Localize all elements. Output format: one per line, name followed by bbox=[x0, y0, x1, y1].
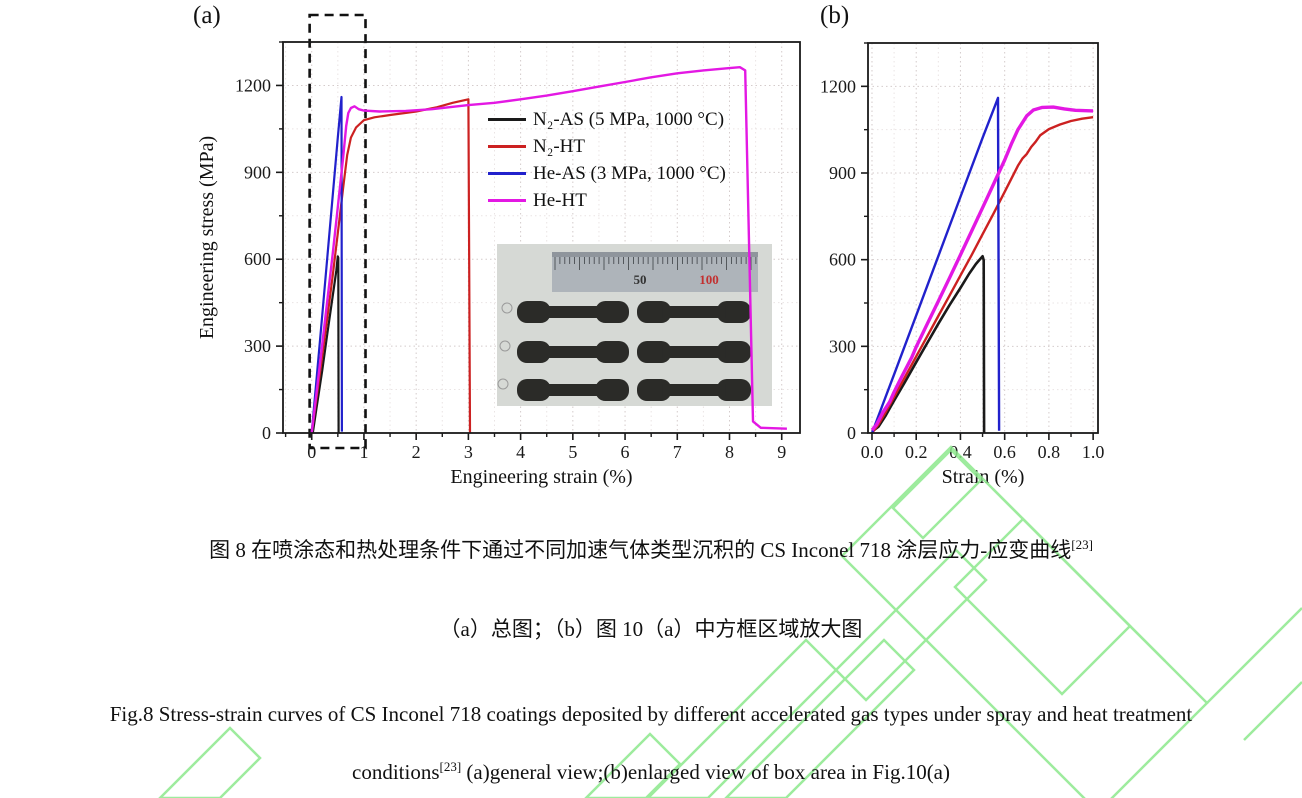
panel-label-b: (b) bbox=[820, 2, 850, 29]
legend-label: He-HT bbox=[533, 189, 587, 211]
caption-en-2-pre: conditions bbox=[352, 760, 440, 784]
x-tick-label: 0.0 bbox=[861, 442, 884, 462]
x-axis-label: Strain (%) bbox=[942, 466, 1025, 488]
chart-a: 50 100 0 1 2 3 4 5 6 7 8 9 0 300 600 900 1200 Engineering… bbox=[0, 0, 810, 512]
tensile-specimen bbox=[637, 341, 751, 363]
x-tick-label: 0 bbox=[307, 442, 316, 462]
x-tick-label: 2 bbox=[412, 442, 421, 462]
legend-label: He-AS (3 MPa, 1000 °C) bbox=[533, 162, 726, 184]
x-axis-label: Engineering strain (%) bbox=[450, 466, 632, 488]
caption-en-2-post: (a)general view;(b)enlarged view of box … bbox=[461, 760, 950, 784]
specimen-label-mark bbox=[501, 302, 513, 314]
caption-zh-2: （a）总图；（b）图 10（a）中方框区域放大图 bbox=[0, 613, 1302, 643]
legend-label: N₂-HT bbox=[533, 135, 585, 157]
caption-en-2-ref: [23] bbox=[439, 759, 462, 774]
ruler bbox=[552, 252, 758, 292]
series-he-as-3-mpa-1000-c- bbox=[870, 96, 1001, 434]
chart-b-svg: 0.0 0.2 0.4 0.6 0.8 1.0 0 300 600 900 1200 Strain (… bbox=[820, 42, 1105, 488]
x-tick-label: 4 bbox=[516, 442, 525, 462]
series-he-as-3-mpa-1000-c- bbox=[310, 95, 343, 434]
y-tick-label: 300 bbox=[244, 336, 271, 356]
y-tick-label: 900 bbox=[829, 163, 856, 183]
series-n-as-5-mpa-1000-c- bbox=[871, 254, 986, 434]
legend-row: N₂-AS (5 MPa, 1000 °C) bbox=[488, 106, 726, 133]
y-tick-label: 0 bbox=[847, 423, 856, 443]
legend-row: N₂-HT bbox=[488, 133, 726, 160]
x-tick-label: 0.8 bbox=[1038, 442, 1061, 462]
legend-label: N₂-AS (5 MPa, 1000 °C) bbox=[533, 108, 725, 130]
tensile-specimen bbox=[517, 379, 629, 401]
tensile-specimen bbox=[637, 379, 751, 401]
specimen-label-mark bbox=[499, 340, 511, 352]
tensile-specimen bbox=[517, 301, 629, 323]
caption-en-1: Fig.8 Stress-strain curves of CS Inconel… bbox=[0, 702, 1302, 727]
axes: 0 1 2 3 4 5 6 7 8 9 0 300 600 900 1200 bbox=[235, 41, 786, 462]
caption-zh-2-text: （a）总图；（b）图 10（a）中方框区域放大图 bbox=[439, 617, 863, 641]
caption-en-1-text: Fig.8 Stress-strain curves of CS Inconel… bbox=[109, 702, 1193, 726]
y-tick-label: 300 bbox=[829, 336, 856, 356]
caption-zh-1: 图 8 在喷涂态和热处理条件下通过不同加速气体类型沉积的 CS Inconel … bbox=[0, 534, 1302, 564]
specimen-photo-inset: 50 100 bbox=[497, 244, 772, 406]
x-tick-label: 3 bbox=[464, 442, 473, 462]
caption-en-2: conditions[23] (a)general view;(b)enlarg… bbox=[0, 759, 1302, 785]
y-tick-label: 1200 bbox=[235, 75, 271, 95]
y-tick-label: 1200 bbox=[820, 76, 856, 96]
y-tick-label: 900 bbox=[244, 162, 271, 182]
x-tick-label: 0.2 bbox=[905, 442, 928, 462]
y-tick-label: 600 bbox=[244, 249, 271, 269]
chart-a-svg: 50 100 0 1 2 3 4 5 6 7 8 9 0 300 600 900 1200 Engineering… bbox=[196, 13, 801, 488]
y-tick-label: 0 bbox=[262, 423, 271, 443]
tensile-specimen bbox=[637, 301, 751, 323]
chart-a-legend: N₂-AS (5 MPa, 1000 °C) N₂-HT He-AS (3 MPa,… bbox=[488, 106, 726, 214]
series-he-ht bbox=[870, 105, 1094, 432]
legend-row: He-HT bbox=[488, 187, 726, 214]
plot-frame bbox=[282, 41, 801, 434]
x-tick-label: 0.6 bbox=[993, 442, 1016, 462]
x-tick-label: 0.4 bbox=[949, 442, 972, 462]
specimen-label-mark bbox=[497, 378, 509, 390]
legend-row: He-AS (3 MPa, 1000 °C) bbox=[488, 160, 726, 187]
grid bbox=[868, 42, 1098, 433]
highlight-dashed-box bbox=[308, 13, 367, 450]
ruler-number-50: 50 bbox=[634, 272, 647, 287]
caption-zh-1-ref: [23] bbox=[1071, 537, 1093, 552]
legend-line-swatch bbox=[488, 199, 526, 202]
caption-zh-1-text: 图 8 在喷涂态和热处理条件下通过不同加速气体类型沉积的 CS Inconel … bbox=[209, 538, 1072, 562]
x-tick-label: 8 bbox=[725, 442, 734, 462]
x-tick-label: 1 bbox=[359, 442, 368, 462]
y-tick-label: 600 bbox=[829, 250, 856, 270]
chart-b: 0.0 0.2 0.4 0.6 0.8 1.0 0 300 600 900 1200 Strain (… bbox=[810, 0, 1302, 512]
ruler-number-100: 100 bbox=[699, 272, 719, 287]
series-n-ht bbox=[310, 98, 472, 434]
x-tick-label: 7 bbox=[673, 442, 682, 462]
x-tick-label: 1.0 bbox=[1082, 442, 1105, 462]
legend-line-swatch bbox=[488, 118, 526, 121]
legend-line-swatch bbox=[488, 145, 526, 148]
x-tick-label: 5 bbox=[568, 442, 577, 462]
x-tick-label: 6 bbox=[621, 442, 630, 462]
series-n-as-5-mpa-1000-c- bbox=[311, 255, 340, 434]
legend-line-swatch bbox=[488, 172, 526, 175]
y-axis-label: Engineering stress (MPa) bbox=[196, 136, 218, 339]
series-he-ht bbox=[310, 65, 787, 434]
x-tick-label: 9 bbox=[777, 442, 786, 462]
panel-label-a: (a) bbox=[193, 2, 221, 29]
tensile-specimen bbox=[517, 341, 629, 363]
